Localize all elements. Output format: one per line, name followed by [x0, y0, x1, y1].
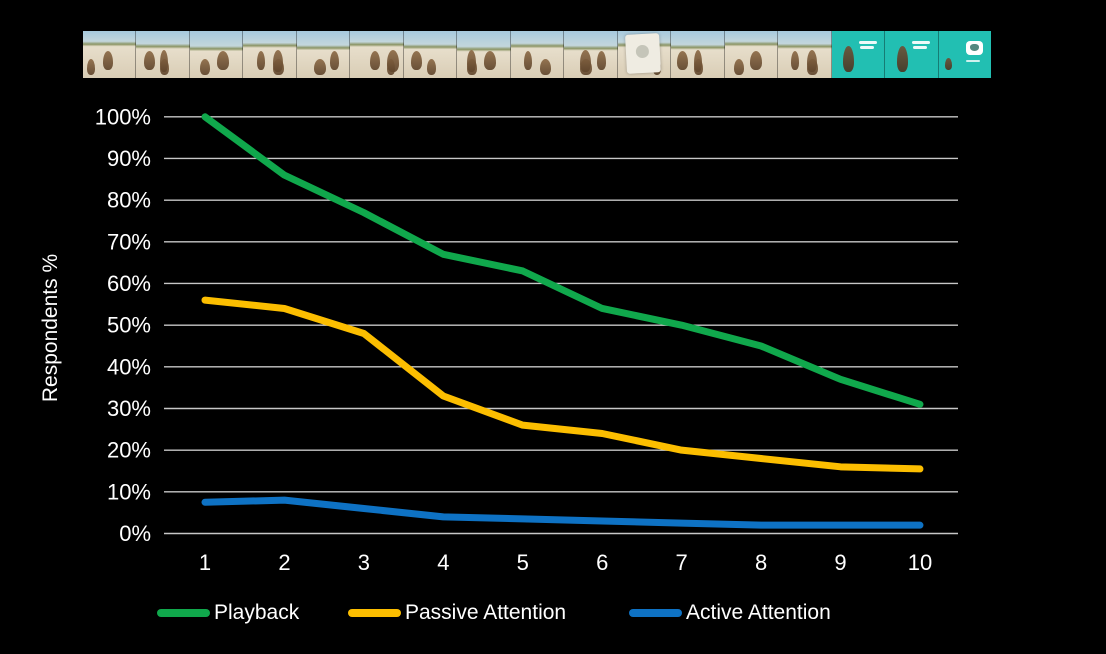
filmstrip-frame-15 — [831, 31, 886, 78]
y-tick-label: 50% — [107, 313, 151, 338]
meerkat-silhouette — [734, 59, 745, 75]
filmstrip-frame-7 — [403, 31, 458, 78]
meerkat-silhouette — [87, 59, 96, 75]
x-tick-label: 3 — [358, 550, 370, 575]
meerkat-silhouette — [580, 50, 592, 72]
legend-item-active-attention: Active Attention — [629, 600, 831, 626]
legend-swatch — [348, 609, 401, 617]
x-tick-label: 5 — [517, 550, 529, 575]
x-tick-label: 8 — [755, 550, 767, 575]
legend-label: Active Attention — [686, 601, 831, 624]
legend-item-passive-attention: Passive Attention — [348, 600, 566, 626]
filmstrip-frame-17 — [938, 31, 991, 78]
endcard-text-line — [966, 60, 980, 63]
meerkat-silhouette — [160, 50, 169, 72]
meerkat-silhouette — [806, 50, 817, 72]
filmstrip-frame-3 — [189, 31, 244, 78]
y-tick-label: 0% — [119, 521, 151, 546]
filmstrip-frame-12 — [671, 31, 725, 78]
meerkat-silhouette — [896, 46, 908, 72]
y-tick-label: 60% — [107, 271, 151, 296]
meerkat-silhouette — [540, 59, 552, 75]
series-lines — [201, 113, 924, 529]
meerkat-silhouette — [693, 50, 702, 72]
meerkat-silhouette — [273, 50, 284, 72]
x-tick-label: 1 — [199, 550, 211, 575]
filmstrip-frame-13 — [724, 31, 779, 78]
x-tick-label: 7 — [676, 550, 688, 575]
meerkat-silhouette — [103, 51, 114, 70]
y-tick-label: 90% — [107, 146, 151, 171]
meerkat-silhouette — [216, 51, 229, 70]
meerkat-silhouette — [523, 51, 532, 70]
gridlines — [164, 116, 958, 535]
meerkat-silhouette — [386, 50, 399, 72]
legend-label: Passive Attention — [405, 601, 567, 624]
meerkat-silhouette — [410, 51, 422, 70]
meerkat-silhouette — [677, 51, 689, 70]
meerkat-silhouette — [944, 58, 952, 70]
y-axis-tick-labels: 100% 90% 80% 70% 60% 50% 40% 30% 20% 10% 0% — [95, 104, 151, 546]
y-tick-label: 80% — [107, 188, 151, 213]
series-line-passive-attention — [201, 296, 924, 473]
y-tick-label: 10% — [107, 479, 151, 504]
meerkat-silhouette — [370, 51, 381, 70]
meerkat-silhouette — [200, 59, 211, 75]
filmstrip-frame-11 — [617, 31, 672, 78]
filmstrip-frame-2 — [136, 31, 190, 78]
x-tick-label: 2 — [278, 550, 290, 575]
x-tick-label: 9 — [834, 550, 846, 575]
filmstrip-frame-16 — [885, 31, 939, 78]
y-tick-label: 20% — [107, 438, 151, 463]
y-axis-title: Respondents % — [39, 254, 62, 402]
meerkat-silhouette — [596, 51, 606, 70]
meerkat-silhouette — [329, 51, 339, 70]
legend-swatch — [157, 609, 210, 617]
filmstrip-frame-1 — [83, 31, 137, 78]
legend-swatch — [629, 609, 682, 617]
meerkat-silhouette — [843, 46, 855, 72]
y-tick-label: 40% — [107, 354, 151, 379]
video-filmstrip — [83, 31, 991, 78]
x-tick-label: 6 — [596, 550, 608, 575]
endcard-text-line — [859, 46, 874, 50]
legend-label: Playback — [214, 601, 300, 624]
endcard-text-line — [858, 41, 877, 45]
y-tick-label: 100% — [95, 104, 151, 129]
y-tick-label: 70% — [107, 229, 151, 254]
filmstrip-frame-9 — [510, 31, 565, 78]
meerkat-silhouette — [790, 51, 799, 70]
endcard-text-line — [913, 46, 927, 50]
filmstrip-frame-14 — [778, 31, 832, 78]
series-line-active-attention — [201, 496, 924, 529]
legend-item-playback: Playback — [157, 600, 299, 626]
filmstrip-frame-5 — [296, 31, 351, 78]
endcard-text-line — [912, 41, 931, 45]
meerkat-silhouette — [257, 51, 266, 70]
brand-logo — [965, 41, 983, 56]
filmstrip-frame-4 — [243, 31, 297, 78]
meerkat-silhouette — [313, 59, 326, 75]
x-tick-label: 4 — [437, 550, 449, 575]
series-line-playback — [201, 113, 924, 408]
meerkat-silhouette — [426, 59, 436, 75]
x-tick-label: 10 — [908, 550, 932, 575]
meerkat-silhouette — [467, 50, 477, 72]
x-axis-tick-labels: 1 2 3 4 5 6 7 8 9 10 — [199, 550, 932, 575]
filmstrip-frame-10 — [564, 31, 618, 78]
filmstrip-frame-8 — [457, 31, 511, 78]
y-tick-label: 30% — [107, 396, 151, 421]
meerkat-silhouette — [143, 51, 155, 70]
filmstrip-frame-6 — [350, 31, 404, 78]
meerkat-silhouette — [483, 51, 496, 70]
meerkat-silhouette — [750, 51, 763, 70]
